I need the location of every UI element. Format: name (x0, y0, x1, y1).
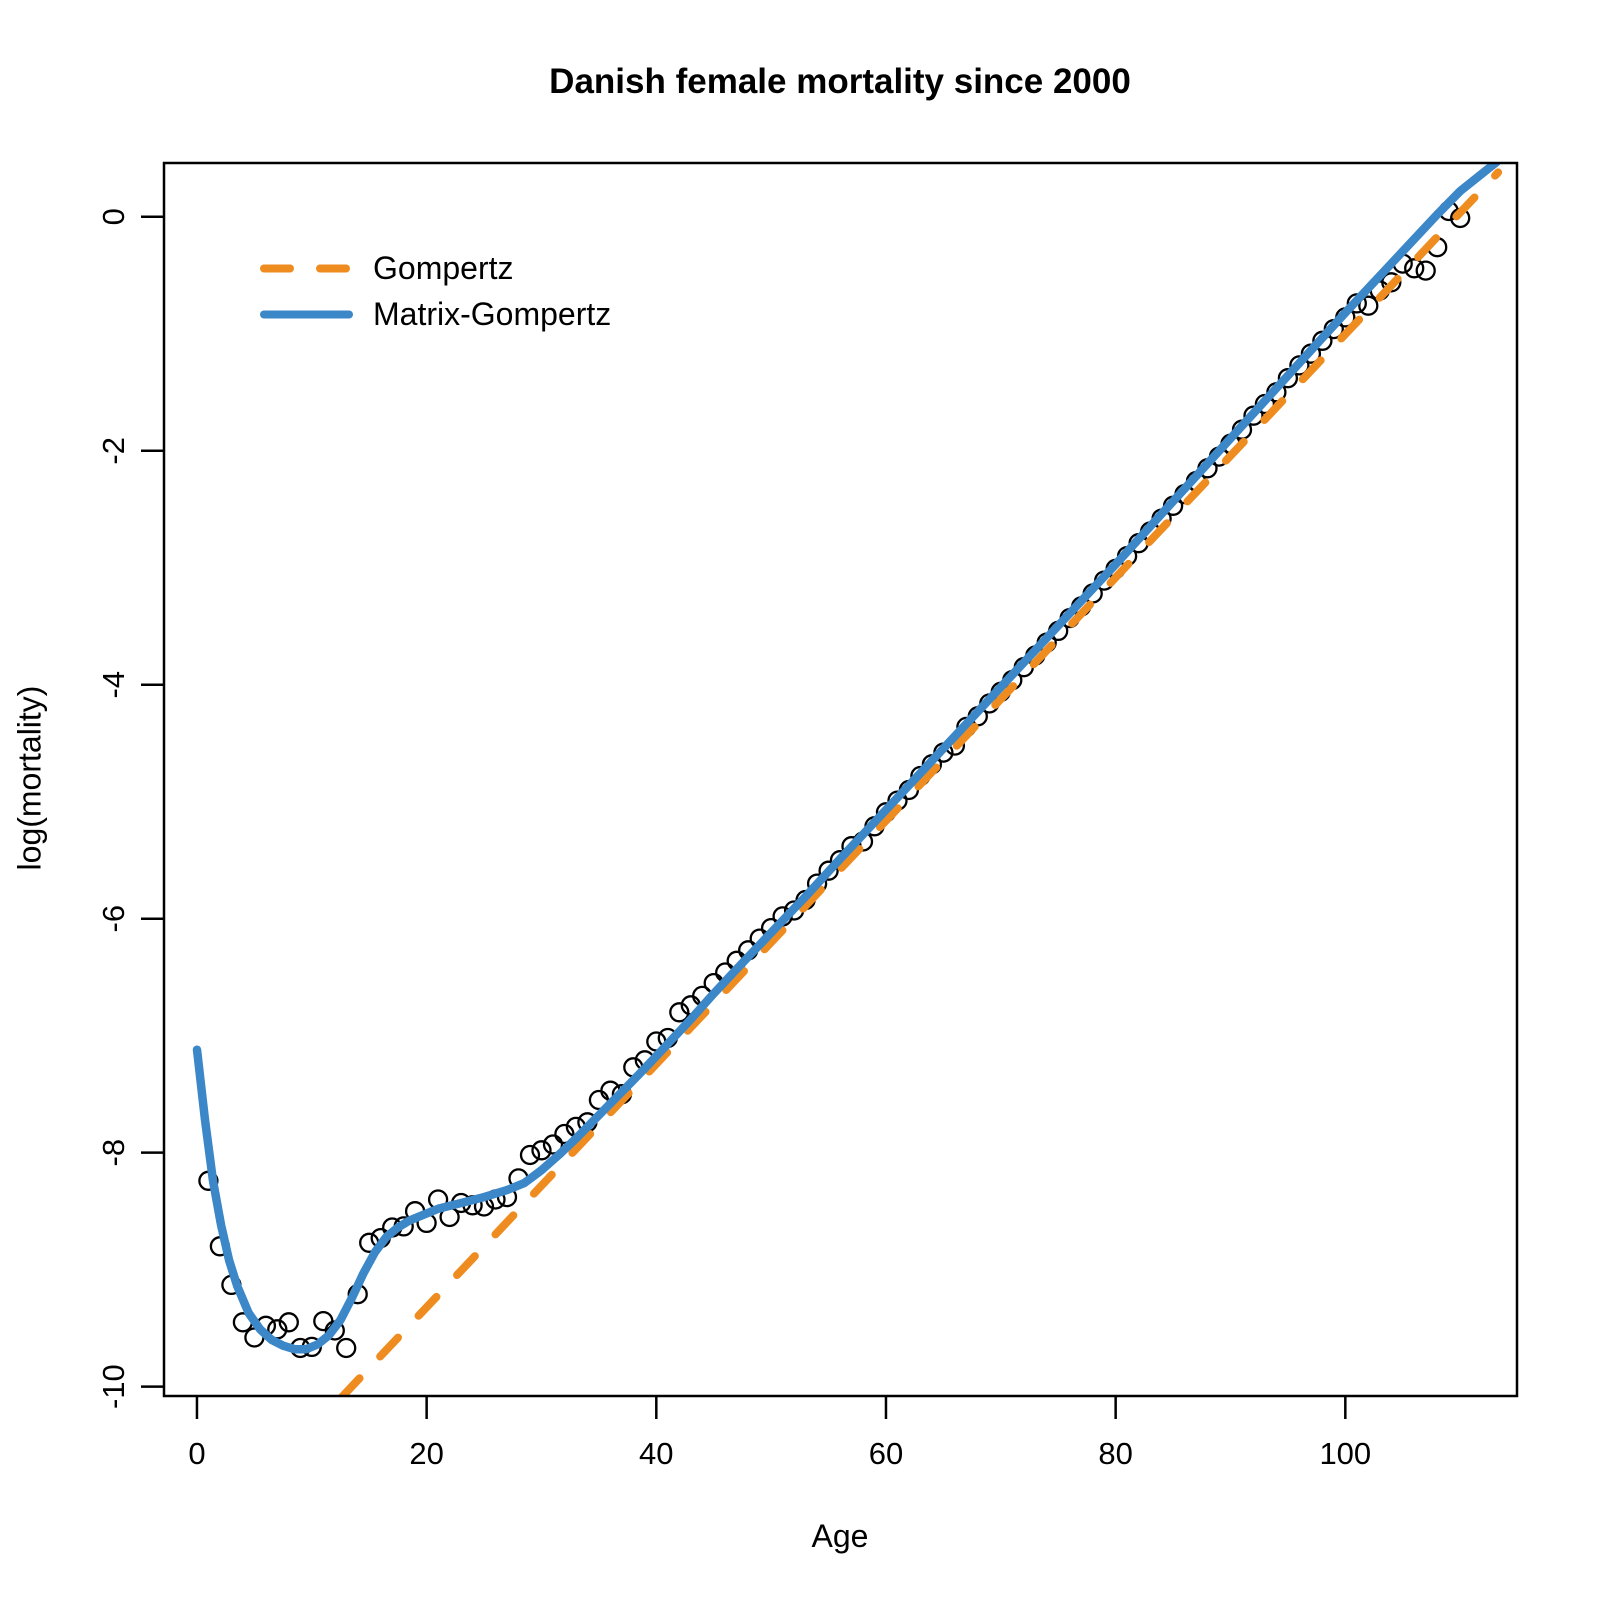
data-point (542, 1134, 564, 1155)
data-point (278, 1312, 299, 1333)
legend-item-gompertz: Gompertz (258, 246, 611, 291)
y-tick-label: -6 (96, 905, 131, 933)
data-point (554, 1123, 575, 1145)
y-tick-label: -8 (96, 1139, 131, 1167)
plot-box (162, 161, 1519, 1398)
y-tick-label: 0 (96, 208, 131, 225)
x-axis-label: Age (811, 1518, 869, 1554)
x-tick-label: 80 (1098, 1436, 1132, 1471)
y-tick-label: -10 (96, 1364, 131, 1409)
y-tick-label: -2 (96, 437, 131, 465)
x-tick-label: 100 (1319, 1436, 1371, 1471)
legend-item-matrix-gompertz: Matrix-Gompertz (258, 292, 611, 337)
data-point (818, 860, 839, 881)
data-point (1415, 260, 1436, 281)
data-point (1277, 368, 1299, 389)
y-axis-label: log(mortality) (11, 685, 48, 871)
x-tick-label: 0 (188, 1436, 205, 1471)
data-point (1243, 405, 1264, 426)
x-tick-label: 60 (869, 1436, 903, 1471)
plot-data-layer (192, 163, 1503, 1396)
data-point (336, 1337, 357, 1359)
observed-points (198, 200, 1471, 1359)
y-axis-ticks: 0 -2 -4 -6 -8 -10 (96, 208, 164, 1409)
gompertz-dashed-line-swatch (260, 264, 353, 273)
x-tick-label: 40 (639, 1436, 673, 1471)
data-point (531, 1140, 552, 1161)
y-tick-label: -4 (96, 671, 131, 699)
data-point (1358, 295, 1379, 316)
legend: Gompertz Matrix-Gompertz (258, 246, 611, 337)
matrix-gompertz-curve (192, 163, 1501, 1354)
data-point (1289, 355, 1310, 376)
gompertz-line (337, 168, 1503, 1396)
x-tick-label: 20 (409, 1436, 443, 1471)
matrix-gompertz-solid-line-swatch (260, 310, 353, 319)
data-point (669, 1002, 690, 1023)
data-point (519, 1144, 541, 1166)
chart-title: Danish female mortality since 2000 (549, 62, 1131, 101)
legend-label-gompertz: Gompertz (373, 250, 514, 286)
legend-label-matrix-gompertz: Matrix-Gompertz (373, 296, 612, 332)
data-point (1404, 258, 1425, 279)
x-axis-ticks: 0 20 40 60 80 100 (188, 1396, 1371, 1471)
